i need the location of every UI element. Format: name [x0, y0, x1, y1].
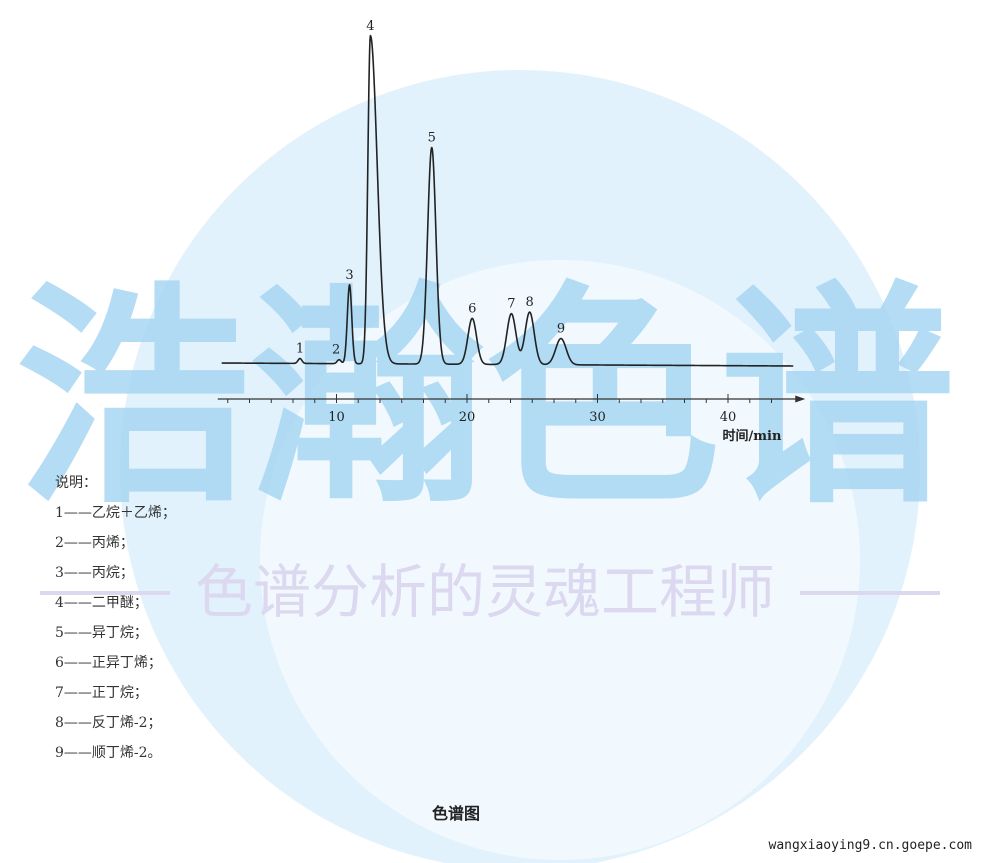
- legend-item: 5——异丁烷；: [55, 625, 148, 641]
- peak-label-2: 2: [332, 343, 340, 358]
- legend-item: 1——乙烷＋乙烯；: [55, 505, 176, 521]
- x-tick-label: 20: [459, 410, 476, 425]
- legend: 说明： 1——乙烷＋乙烯； 2——丙烯； 3——丙烷； 4——二甲醚； 5——异…: [55, 468, 176, 768]
- footer-url: wangxiaoying9.cn.goepe.com: [768, 838, 973, 853]
- legend-heading: 说明：: [55, 475, 97, 491]
- peak-label-7: 7: [507, 297, 515, 312]
- figure-caption: 色谱图: [431, 804, 480, 823]
- legend-item: 6——正异丁烯；: [55, 655, 162, 671]
- chromatogram-trace: [221, 34, 794, 367]
- x-axis: 10 20 30 40: [217, 394, 806, 425]
- legend-item: 4——二甲醚；: [55, 595, 148, 611]
- peak-label-3: 3: [345, 268, 353, 283]
- watermark-slogan-text: 色谱分析的灵魂工程师: [195, 558, 775, 626]
- x-tick-label: 10: [328, 410, 345, 425]
- peak-labels: 1 2 3 4 5 6 7 8 9: [296, 19, 565, 358]
- peak-label-5: 5: [428, 131, 436, 146]
- legend-item: 9——顺丁烯-2。: [55, 745, 162, 761]
- legend-item: 3——丙烷；: [55, 565, 134, 581]
- legend-item: 8——反丁烯-2；: [55, 715, 162, 731]
- x-axis-label: 时间/min: [723, 428, 782, 444]
- x-axis-arrow: [795, 395, 806, 403]
- legend-item: 7——正丁烷；: [55, 685, 148, 701]
- peak-label-8: 8: [525, 295, 533, 310]
- peak-label-9: 9: [557, 322, 565, 337]
- peak-label-1: 1: [296, 342, 304, 357]
- peak-label-6: 6: [468, 301, 476, 316]
- peak-label-4: 4: [366, 19, 374, 34]
- watermark-inner-circle: [260, 260, 860, 860]
- x-tick-label: 30: [589, 410, 606, 425]
- legend-item: 2——丙烯；: [55, 535, 134, 551]
- x-tick-label: 40: [720, 410, 737, 425]
